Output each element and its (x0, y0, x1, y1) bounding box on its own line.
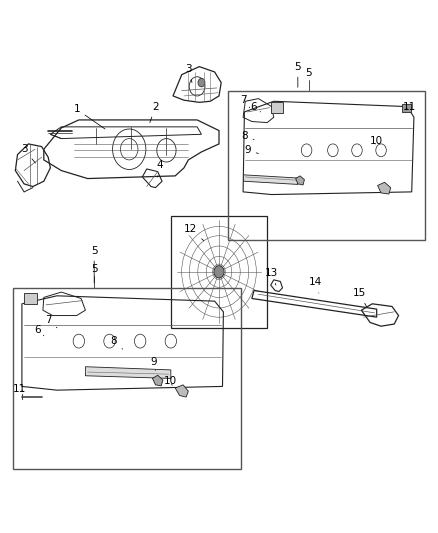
Text: 1: 1 (73, 104, 105, 129)
Text: 5: 5 (91, 264, 98, 274)
Circle shape (214, 265, 224, 278)
Text: 9: 9 (150, 358, 157, 370)
Text: 5: 5 (305, 68, 312, 78)
Text: 3: 3 (21, 144, 35, 163)
Polygon shape (244, 175, 298, 184)
Polygon shape (175, 385, 188, 397)
Text: 6: 6 (34, 326, 44, 336)
Text: 9: 9 (244, 146, 258, 155)
Text: 10: 10 (370, 136, 383, 146)
Bar (271, 102, 283, 113)
Text: 3: 3 (185, 64, 192, 83)
Bar (24, 293, 37, 304)
Text: 5: 5 (294, 62, 301, 87)
Bar (171, 216, 267, 327)
Circle shape (198, 78, 205, 87)
Text: 10: 10 (164, 376, 177, 386)
Text: 4: 4 (156, 160, 163, 177)
Bar (402, 104, 411, 112)
Text: 12: 12 (184, 224, 204, 241)
Text: 5: 5 (91, 246, 98, 283)
Text: 6: 6 (251, 102, 261, 112)
Polygon shape (152, 375, 163, 386)
Text: 11: 11 (13, 384, 26, 394)
Text: 8: 8 (110, 336, 123, 349)
Text: 7: 7 (45, 315, 57, 328)
Text: 11: 11 (403, 102, 416, 111)
Text: 2: 2 (150, 102, 159, 123)
Polygon shape (378, 182, 391, 194)
Text: 13: 13 (265, 268, 278, 285)
Bar (228, 91, 425, 240)
Text: 14: 14 (309, 278, 322, 293)
Text: 7: 7 (240, 95, 250, 108)
Polygon shape (296, 176, 304, 185)
Text: 15: 15 (353, 288, 367, 306)
Bar (13, 288, 241, 469)
Polygon shape (85, 367, 171, 378)
Text: 8: 8 (241, 131, 254, 141)
